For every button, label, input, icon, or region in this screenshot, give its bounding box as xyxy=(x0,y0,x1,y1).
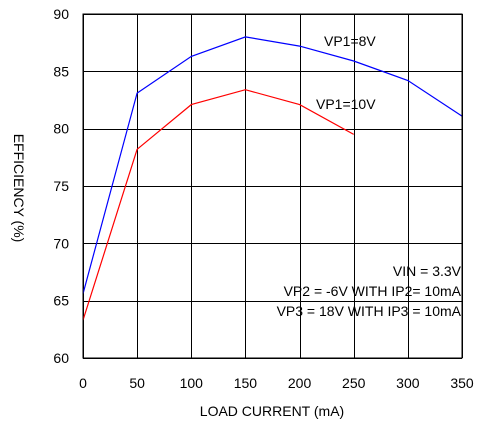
series-label-vp1-10v: VP1=10V xyxy=(316,96,376,112)
x-tick-label: 150 xyxy=(234,375,258,391)
series-line-vp1-10v xyxy=(82,89,354,321)
x-tick-label: 0 xyxy=(79,375,87,391)
x-axis-title: LOAD CURRENT (mA) xyxy=(200,403,344,419)
x-tick-label: 100 xyxy=(180,375,204,391)
annotation-vp2: VP2 = -6V WITH IP2= 10mA xyxy=(284,283,462,299)
y-tick-label: 85 xyxy=(53,63,69,79)
y-tick-label: 70 xyxy=(53,235,69,251)
x-tick-label: 300 xyxy=(396,375,420,391)
y-tick-label: 60 xyxy=(53,350,69,366)
y-tick-label: 75 xyxy=(53,178,69,194)
x-tick-label: 50 xyxy=(129,375,145,391)
annotation-vin: VIN = 3.3V xyxy=(393,263,462,279)
series-lines xyxy=(82,36,463,321)
annotation-vp3: VP3 = 18V WITH IP3 = 10mA xyxy=(277,303,462,319)
grid xyxy=(83,14,463,359)
plot-frame xyxy=(82,13,463,359)
x-tick-label: 200 xyxy=(288,375,312,391)
tick-labels: 0 50 100 150 200 250 300 350 60 65 70 75 80 85 90 xyxy=(53,6,473,391)
series-label-vp1-8v: VP1=8V xyxy=(324,33,376,49)
y-tick-label: 80 xyxy=(53,121,69,137)
y-axis-title: EFFICIENCY (%) xyxy=(11,134,27,243)
y-tick-label: 90 xyxy=(53,6,69,22)
y-tick-label: 65 xyxy=(53,293,69,309)
x-tick-label: 250 xyxy=(342,375,366,391)
x-tick-label: 350 xyxy=(450,375,474,391)
series-line-vp1-8v xyxy=(82,36,463,294)
